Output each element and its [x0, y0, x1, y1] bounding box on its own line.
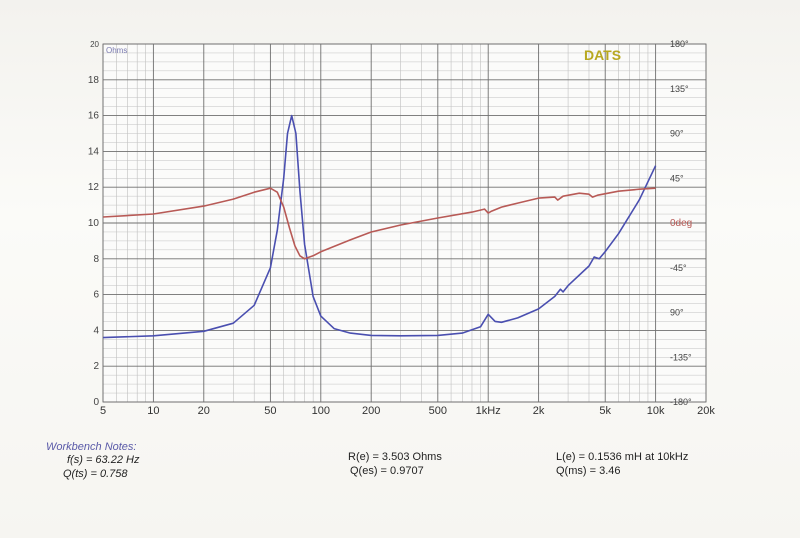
- x-tick-label: 2k: [533, 405, 545, 417]
- y-tick-label: 10: [88, 218, 100, 229]
- workbench-notes-title: Workbench Notes:: [46, 441, 137, 453]
- x-tick-label: 200: [362, 405, 380, 417]
- x-tick-label: 20: [198, 405, 210, 417]
- brand-label: DATS: [584, 47, 621, 63]
- y2-tick-label: 135°: [670, 84, 689, 94]
- series-layer: [102, 114, 657, 339]
- impedance-curve: [102, 114, 657, 339]
- x-tick-label: 10k: [647, 405, 665, 417]
- y2-tick-label: 45°: [670, 173, 684, 183]
- y2-tick-label: 180°: [670, 39, 689, 49]
- note-re: R(e) = 3.503 Ohms: [348, 451, 442, 463]
- y-tick-label: 2: [93, 361, 99, 372]
- x-tick-label: 500: [429, 405, 447, 417]
- y2-tick-label: 90°: [670, 129, 684, 139]
- y2-tick-label: -180°: [670, 397, 692, 407]
- y-tick-label: 0: [93, 397, 99, 408]
- grid-major: [102, 43, 707, 403]
- y-tick-label: 12: [88, 182, 100, 193]
- x-tick-label: 100: [312, 405, 330, 417]
- phase-curve: [102, 187, 656, 260]
- x-tick-label: 1kHz: [476, 405, 501, 417]
- note-fs: f(s) = 63.22 Hz: [67, 454, 140, 466]
- y-tick-label: 18: [88, 75, 100, 86]
- x-tick-label: 10: [147, 405, 159, 417]
- x-tick-label: 20k: [697, 405, 715, 417]
- note-qts: Q(ts) = 0.758: [63, 468, 128, 480]
- note-le: L(e) = 0.1536 mH at 10kHz: [556, 451, 689, 463]
- x-tick-label: 5k: [599, 405, 611, 417]
- note-qms: Q(ms) = 3.46: [556, 465, 621, 477]
- y-tick-label: 16: [88, 111, 100, 122]
- x-tick-label: 5: [100, 405, 106, 417]
- y2-tick-label: 90°: [670, 308, 684, 318]
- y-axis-unit-label: Ohms: [106, 46, 127, 55]
- y-tick-label: 20: [90, 40, 99, 49]
- y-tick-label: 8: [93, 254, 99, 265]
- x-tick-label: 50: [264, 405, 276, 417]
- y-tick-label: 4: [93, 325, 99, 336]
- y-tick-label: 6: [93, 290, 99, 301]
- y2-tick-label: 0deg: [670, 218, 692, 229]
- y2-tick-label: -135°: [670, 352, 692, 362]
- tick-labels: 5 10 20 50 100 200 500 1kHz 2k 5k 10k 20k 0 2 4 6 8 10 12 1…: [88, 39, 715, 417]
- y-tick-label: 14: [88, 146, 100, 157]
- note-qes: Q(es) = 0.9707: [350, 465, 424, 477]
- y2-tick-label: -45°: [670, 263, 687, 273]
